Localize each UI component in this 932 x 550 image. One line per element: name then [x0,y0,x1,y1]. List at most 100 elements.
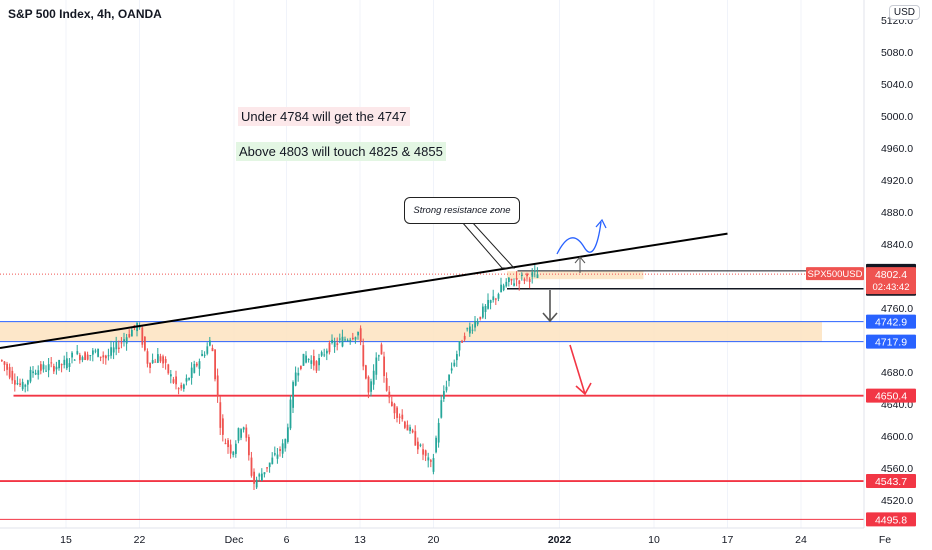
note-under-level: Under 4784 will get the 4747 [238,107,410,126]
candle-body [97,348,99,357]
candle-body [84,352,86,361]
x-tick-label: 10 [648,534,660,546]
candle-body [440,400,443,418]
candle-body [510,278,513,281]
candle-body [157,354,159,363]
candle-body [284,439,287,449]
candle-body [21,381,24,390]
candle-body [63,359,66,366]
candle-body [341,336,344,347]
candle-body [1,360,3,362]
candle-body [497,294,500,299]
candle-body [190,367,193,379]
candle-body [172,379,175,383]
candle-body [346,340,349,342]
candle-body [297,372,300,376]
x-tick-label: Fe [879,534,891,546]
candle-body [443,391,445,399]
candle-body [141,327,144,345]
candle-body [289,399,292,429]
candle-body [344,339,346,341]
y-tick-label: 5080.0 [881,47,913,59]
candle-body [417,441,419,450]
candle-body [271,457,274,464]
candle-body [115,341,118,350]
candle-body [211,347,214,352]
x-tick-label: 24 [795,534,807,546]
candle-body [47,364,50,371]
candle-body [149,362,151,368]
candle-body [34,372,37,375]
y-tick-label: 5000.0 [881,111,913,123]
candle-body [508,277,510,283]
candle-body [474,320,476,328]
y-tick-label: 4520.0 [881,495,913,507]
candle-body [203,354,206,356]
candle-body [287,427,289,442]
candle-body [123,339,125,342]
candle-body [151,360,154,364]
candle-body [445,386,448,391]
candle-body [37,370,40,375]
up-arrow-icon [574,256,586,273]
candle-body [479,316,482,319]
y-tick-label: 4920.0 [881,175,913,187]
candle-body [24,384,27,387]
candle-body [245,427,248,438]
candle-body [193,363,196,373]
candle-body [388,391,391,398]
down-arrow-icon [542,290,558,323]
currency-button[interactable]: USD [888,5,920,20]
y-tick-label: 4840.0 [881,239,913,251]
x-tick-label: Dec [225,534,244,546]
candle-body [71,352,73,358]
last-price-value: 4802.4 [875,269,907,281]
candle-body [424,450,427,456]
candle-body [352,337,354,340]
candle-body [536,274,539,278]
candle-body [396,407,398,418]
candle-body [261,473,263,481]
candle-body [385,378,388,391]
candle-body [201,353,203,356]
candle-body [500,284,502,293]
price-level-tag [866,388,916,403]
candle-body [528,279,531,282]
candle-body [492,296,495,301]
candle-body [372,370,375,385]
candle-body [414,431,417,446]
symbol-label: SPX500USD [808,269,863,280]
candle-body [502,285,505,291]
candle-body [255,479,258,488]
candle-body [27,380,29,385]
candle-body [458,341,461,351]
candle-body [198,361,201,369]
candle-body [279,449,281,451]
candle-body [320,352,323,356]
candle-body [16,383,19,385]
candle-body [50,362,53,364]
candle-body [430,460,432,462]
candle-body [300,365,302,369]
candle-body [411,430,414,433]
candle-body [154,361,157,363]
candle-body [406,424,409,431]
candle-body [14,380,16,385]
candle-body [357,331,359,336]
y-tick-label: 5040.0 [881,79,913,91]
candle-body [128,334,131,337]
supply-demand-zone [507,271,644,280]
candle-body [196,363,198,366]
candle-body [427,457,430,461]
candle-body [185,378,188,382]
trendline [0,232,728,349]
candle-body [206,346,209,354]
candle-body [495,298,497,300]
candle-body [222,418,224,435]
candle-body [383,356,385,377]
candle-body [526,273,528,277]
resistance-callout: Strong resistance zone [404,197,520,224]
candle-body [435,437,437,453]
candle-body [175,376,177,385]
